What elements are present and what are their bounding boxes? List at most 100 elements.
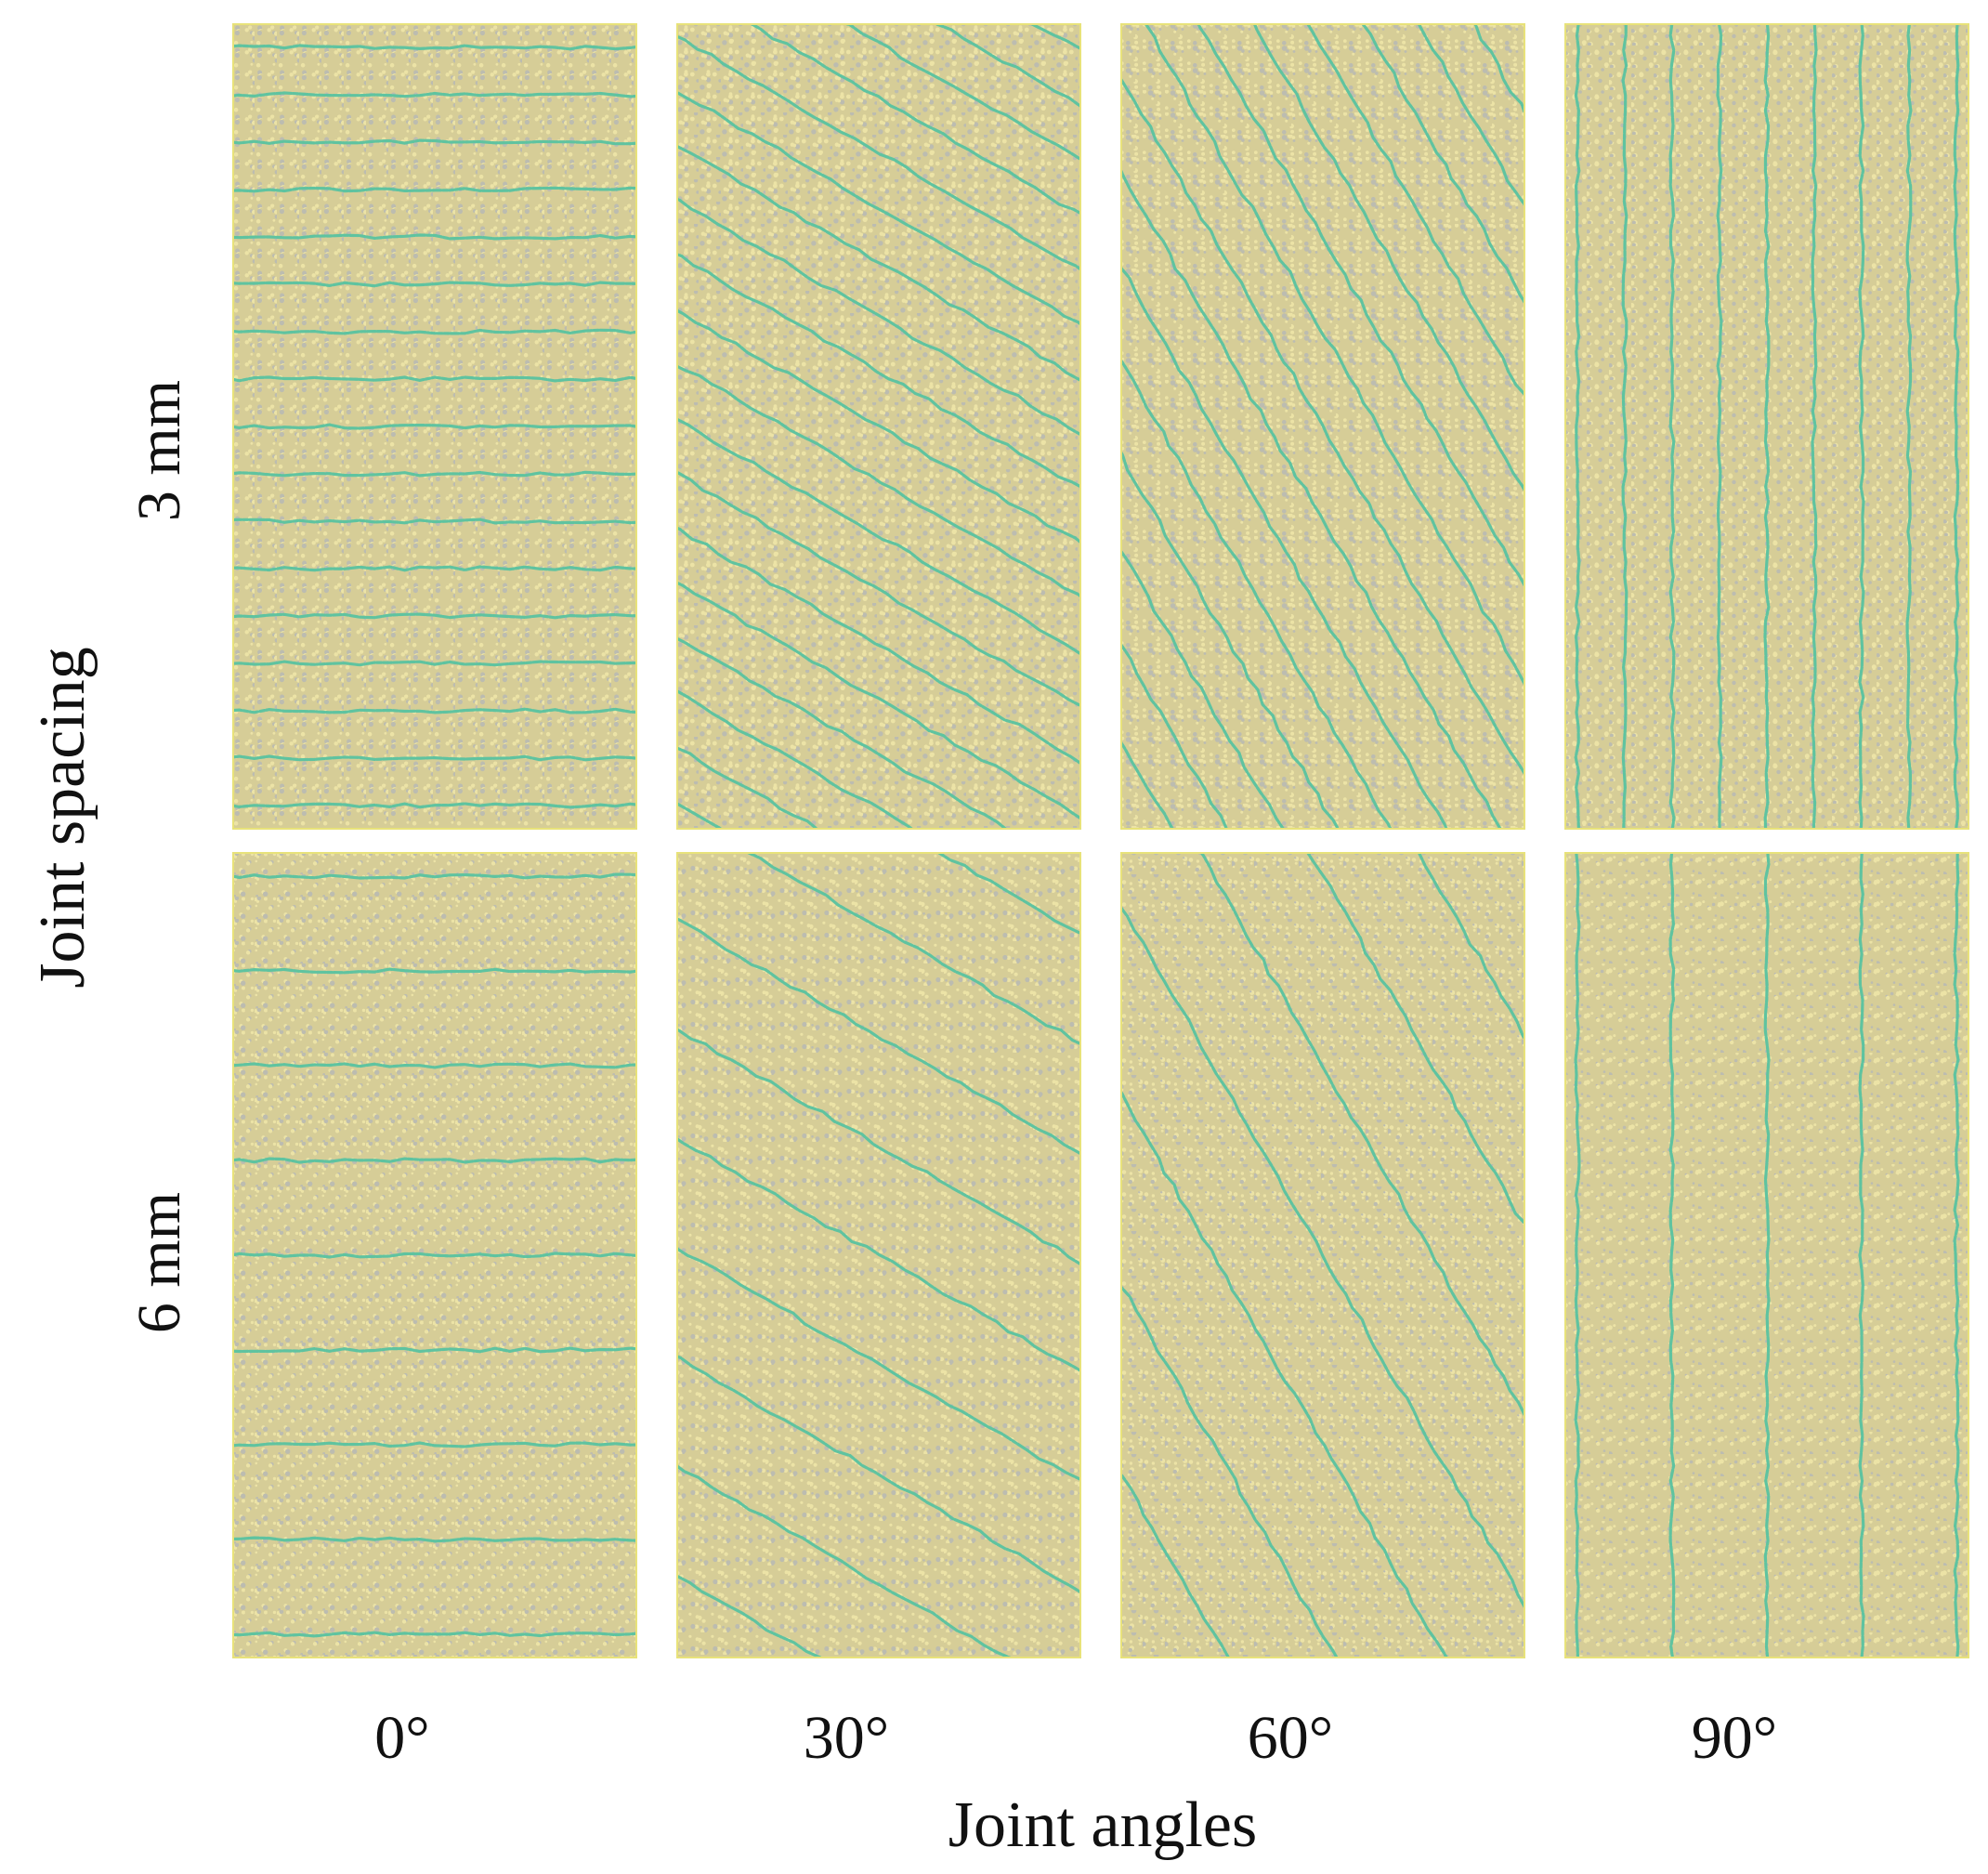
joint-line-10 bbox=[232, 518, 637, 525]
joint-line-0 bbox=[232, 872, 637, 880]
y-axis-title: Joint spacing bbox=[27, 647, 98, 989]
joint-line-4 bbox=[232, 233, 637, 241]
particle-field bbox=[1564, 852, 1969, 1658]
joint-line-2 bbox=[232, 138, 637, 146]
joint-line-8 bbox=[1574, 23, 1581, 830]
joint-line-8 bbox=[1120, 165, 1503, 830]
joint-line-1 bbox=[744, 852, 1081, 1046]
particle-field bbox=[676, 852, 1081, 1658]
joint-line-2 bbox=[1198, 852, 1525, 1420]
joint-line-16 bbox=[232, 802, 637, 809]
panel-border bbox=[232, 23, 637, 830]
joint-line-5 bbox=[676, 1246, 1081, 1483]
joint-line-3 bbox=[1811, 23, 1818, 830]
column-label-0deg: 0° bbox=[374, 1704, 430, 1772]
joint-line-0 bbox=[934, 852, 1081, 936]
joint-line-7 bbox=[232, 1536, 637, 1543]
joint-line-11 bbox=[1120, 448, 1341, 830]
panel-border bbox=[1120, 852, 1525, 1658]
panel-border bbox=[232, 852, 637, 1658]
panel-3mm-30deg bbox=[676, 23, 1081, 830]
joint-line-13 bbox=[676, 526, 1081, 766]
joint-line-9 bbox=[676, 308, 1081, 545]
joint-line-9 bbox=[232, 470, 637, 478]
joint-line-17 bbox=[676, 745, 820, 830]
panel-3mm-90deg bbox=[1564, 23, 1969, 830]
joint-line-7 bbox=[1621, 23, 1628, 830]
joint-line-5 bbox=[1196, 23, 1525, 590]
joint-line-5 bbox=[1120, 1283, 1340, 1658]
joint-line-1 bbox=[232, 967, 637, 975]
panel-6mm-60deg bbox=[1120, 852, 1525, 1658]
joint-line-6 bbox=[232, 1441, 637, 1448]
joint-line-7 bbox=[232, 375, 637, 383]
joint-line-1 bbox=[232, 91, 637, 98]
panel-6mm-90deg bbox=[1564, 852, 1969, 1658]
joint-line-5 bbox=[676, 90, 1081, 327]
joint-line-1 bbox=[934, 23, 1081, 109]
joint-line-6 bbox=[1668, 23, 1676, 830]
joint-line-2 bbox=[1763, 852, 1771, 1658]
joint-line-10 bbox=[676, 364, 1081, 599]
joint-line-7 bbox=[676, 197, 1081, 437]
column-label-30deg: 30° bbox=[803, 1704, 890, 1772]
joint-line-3 bbox=[232, 186, 637, 193]
column-label-60deg: 60° bbox=[1247, 1704, 1334, 1772]
panel-6mm-30deg bbox=[676, 852, 1081, 1658]
particle-field bbox=[1564, 23, 1969, 830]
joint-line-10 bbox=[1120, 356, 1393, 830]
joint-line-12 bbox=[676, 470, 1081, 708]
joint-line-2 bbox=[1360, 23, 1525, 307]
joint-line-8 bbox=[676, 252, 1081, 490]
panel-border bbox=[676, 23, 1081, 830]
joint-line-1 bbox=[1858, 852, 1865, 1658]
particle-field bbox=[1120, 852, 1525, 1658]
joint-line-15 bbox=[676, 636, 1010, 830]
particle-field bbox=[1120, 23, 1525, 830]
joint-line-3 bbox=[1668, 852, 1676, 1658]
joint-line-12 bbox=[232, 612, 637, 620]
joint-line-8 bbox=[232, 1631, 637, 1638]
joint-line-3 bbox=[1305, 23, 1525, 399]
panel-border bbox=[676, 852, 1081, 1658]
joint-line-1 bbox=[1905, 23, 1913, 830]
joint-line-0 bbox=[1953, 852, 1960, 1658]
joint-line-3 bbox=[1120, 904, 1525, 1611]
column-label-90deg: 90° bbox=[1691, 1704, 1778, 1772]
joint-line-2 bbox=[839, 23, 1081, 162]
joint-line-4 bbox=[232, 1252, 637, 1259]
joint-line-4 bbox=[1574, 852, 1581, 1658]
joint-line-2 bbox=[1858, 23, 1865, 830]
joint-line-12 bbox=[1120, 547, 1286, 830]
joint-line-3 bbox=[676, 1027, 1081, 1266]
joint-line-0 bbox=[1953, 23, 1960, 830]
joint-line-14 bbox=[232, 707, 637, 714]
joint-line-5 bbox=[232, 1346, 637, 1354]
joint-line-11 bbox=[232, 565, 637, 572]
joint-line-4 bbox=[676, 34, 1081, 272]
row-label-3mm: 3 mm bbox=[125, 379, 193, 522]
joint-line-7 bbox=[676, 1463, 1014, 1658]
joint-line-6 bbox=[1143, 23, 1525, 689]
panel-6mm-0deg bbox=[232, 852, 637, 1658]
joint-line-9 bbox=[1120, 264, 1448, 830]
panel-3mm-0deg bbox=[232, 23, 637, 830]
joint-line-6 bbox=[676, 144, 1081, 383]
joint-line-6 bbox=[676, 1354, 1081, 1595]
joint-line-5 bbox=[1716, 23, 1723, 830]
row-label-6mm: 6 mm bbox=[125, 1191, 193, 1334]
joint-line-4 bbox=[676, 1136, 1081, 1373]
joint-line-2 bbox=[676, 916, 1081, 1157]
joint-line-15 bbox=[232, 754, 637, 762]
panel-border bbox=[1564, 23, 1969, 830]
joint-line-1 bbox=[1305, 852, 1525, 1227]
joint-line-8 bbox=[232, 423, 637, 430]
joint-line-4 bbox=[1120, 1089, 1449, 1658]
x-axis-title: Joint angles bbox=[948, 1789, 1258, 1861]
joint-line-3 bbox=[747, 23, 1081, 216]
joint-line-5 bbox=[232, 281, 637, 288]
joint-line-4 bbox=[1763, 23, 1771, 830]
particle-field bbox=[676, 23, 1081, 830]
joint-line-8 bbox=[676, 1574, 825, 1658]
